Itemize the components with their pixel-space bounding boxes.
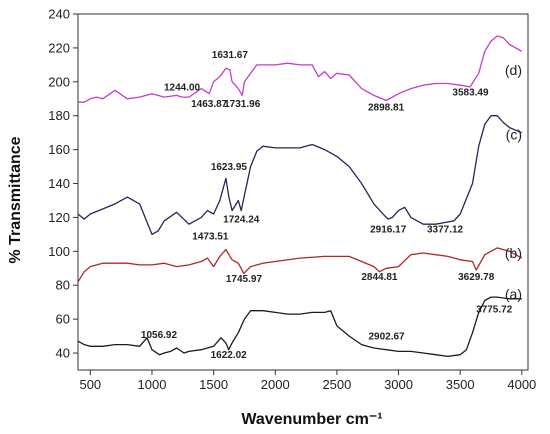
- curve-label: (b): [505, 245, 522, 261]
- y-tick-label: 100: [48, 244, 70, 259]
- y-tick-label: 60: [56, 312, 70, 327]
- x-tick-label: 3500: [446, 377, 475, 392]
- curve-label: (a): [505, 286, 522, 302]
- x-tick-label: 500: [79, 377, 101, 392]
- curve-label: (d): [505, 62, 522, 78]
- peak-annotation: 3583.49: [452, 87, 489, 98]
- y-tick-label: 200: [48, 74, 70, 89]
- curve-label: (c): [506, 126, 522, 142]
- series-line-b: [77, 247, 523, 283]
- peak-annotation: 1473.51: [192, 231, 229, 242]
- x-axis-ticks: 500 1000 1500 2000 2500 3000 3500 4000: [79, 370, 536, 392]
- y-tick-label: 40: [56, 346, 70, 361]
- peak-annotation: 2898.81: [368, 103, 405, 114]
- peak-annotation: 3377.12: [427, 225, 464, 236]
- peak-annotation: 1463.87: [191, 99, 228, 110]
- annotation-layer: 1056.92 1622.02 2902.67 3775.72 1473.51 1745.…: [141, 50, 513, 361]
- y-tick-label: 80: [56, 278, 70, 293]
- x-axis-title: Wavenumber cm⁻¹: [241, 411, 382, 428]
- x-tick-label: 4000: [507, 377, 536, 392]
- y-tick-label: 140: [48, 176, 70, 191]
- y-axis-ticks: 40 60 80 100 120 140 160 180 200 220 240: [48, 7, 78, 361]
- y-tick-label: 240: [48, 7, 70, 22]
- plot-border: [77, 13, 529, 371]
- x-tick-label: 1500: [199, 377, 228, 392]
- series-line-d: [78, 35, 523, 103]
- series-line-c: [77, 115, 523, 236]
- y-tick-label: 160: [48, 142, 70, 157]
- peak-annotation: 1724.24: [223, 215, 260, 226]
- y-tick-label: 120: [48, 210, 70, 225]
- plot-frame: [77, 13, 529, 371]
- curve-label-layer: (a) (b) (c) (d): [505, 62, 522, 302]
- series-layer: [77, 35, 523, 358]
- peak-annotation: 1244.00: [164, 82, 201, 93]
- peak-annotation: 3775.72: [476, 304, 513, 315]
- x-tick-label: 2500: [322, 377, 351, 392]
- x-tick-label: 3000: [384, 377, 413, 392]
- peak-annotation: 1622.02: [211, 350, 248, 361]
- x-tick-label: 2000: [261, 377, 290, 392]
- peak-annotation: 2844.81: [361, 272, 398, 283]
- peak-annotation: 2916.17: [370, 225, 407, 236]
- y-tick-label: 220: [48, 40, 70, 55]
- y-axis-title: % Transmittance: [7, 136, 24, 263]
- peak-annotation: 2902.67: [368, 331, 405, 342]
- peak-annotation: 3629.78: [458, 272, 495, 283]
- peak-annotation: 1623.95: [211, 162, 248, 173]
- series-line-a: [77, 296, 522, 358]
- peak-annotation: 1056.92: [141, 330, 178, 341]
- x-tick-label: 1000: [138, 377, 167, 392]
- peak-annotation: 1631.67: [212, 50, 249, 61]
- peak-annotation: 1731.96: [224, 99, 261, 110]
- y-tick-label: 180: [48, 108, 70, 123]
- peak-annotation: 1745.97: [226, 274, 263, 285]
